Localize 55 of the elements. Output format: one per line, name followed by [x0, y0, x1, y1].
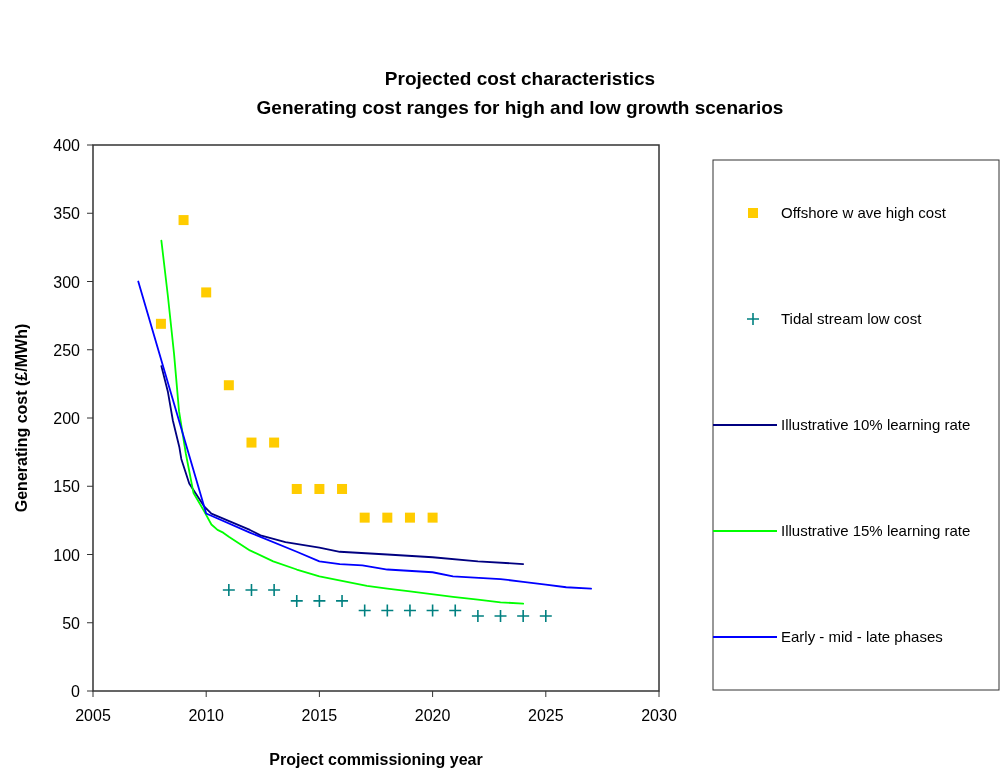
y-tick-label: 0	[71, 683, 81, 700]
point	[155, 318, 166, 329]
point	[359, 512, 370, 523]
y-axis-title: Generating cost (£/MWh)	[13, 323, 30, 513]
point	[222, 583, 236, 597]
y-tick-label: 200	[53, 410, 81, 427]
point	[312, 594, 327, 608]
legend-label: Early - mid - late phases	[781, 628, 943, 645]
y-tick-label: 150	[53, 478, 81, 496]
x-tick-label: 2030	[641, 707, 677, 724]
point	[291, 483, 302, 494]
point	[244, 583, 259, 597]
y-tick-label: 300	[53, 273, 81, 291]
x-tick-label: 2025	[528, 707, 564, 724]
legend-label: Illustrative 10% learning rate	[781, 416, 971, 433]
y-tick-label: 350	[53, 205, 81, 223]
y-tick-label: 100	[53, 546, 81, 564]
point	[448, 603, 463, 618]
point	[269, 437, 280, 448]
point	[357, 603, 372, 618]
point	[178, 215, 189, 226]
x-tick-label: 2015	[301, 707, 338, 724]
chart-title: Projected cost characteristics	[384, 68, 656, 89]
x-axis-title: Project commissioning year	[269, 751, 483, 768]
line-series	[137, 280, 592, 590]
point	[246, 437, 257, 448]
point	[267, 583, 281, 597]
point	[493, 609, 508, 623]
legend-label: Tidal stream low cost	[781, 310, 923, 327]
point	[382, 512, 393, 523]
point	[471, 609, 485, 623]
x-tick-label: 2005	[75, 707, 111, 724]
line-series	[160, 365, 525, 565]
x-tick-label: 2020	[414, 707, 451, 724]
y-tick-label: 50	[62, 614, 81, 632]
y-tick-label: 400	[53, 137, 81, 154]
legend-label: Offshore w ave high cost	[781, 204, 947, 221]
point	[380, 603, 395, 618]
point	[403, 603, 417, 618]
line-series	[160, 239, 525, 605]
point	[314, 483, 325, 494]
point	[516, 609, 530, 623]
point	[539, 609, 553, 623]
point	[201, 287, 212, 298]
point	[335, 594, 349, 608]
point	[223, 380, 234, 391]
chart-subtitle: Generating cost ranges for high and low growth scenarios	[256, 97, 784, 118]
point	[404, 512, 415, 523]
y-tick-label: 250	[53, 341, 81, 359]
point	[337, 483, 348, 494]
legend-label: Illustrative 15% learning rate	[781, 522, 971, 539]
x-tick-label: 2010	[188, 707, 225, 724]
point	[427, 512, 438, 523]
point	[425, 603, 440, 618]
point	[289, 594, 304, 608]
